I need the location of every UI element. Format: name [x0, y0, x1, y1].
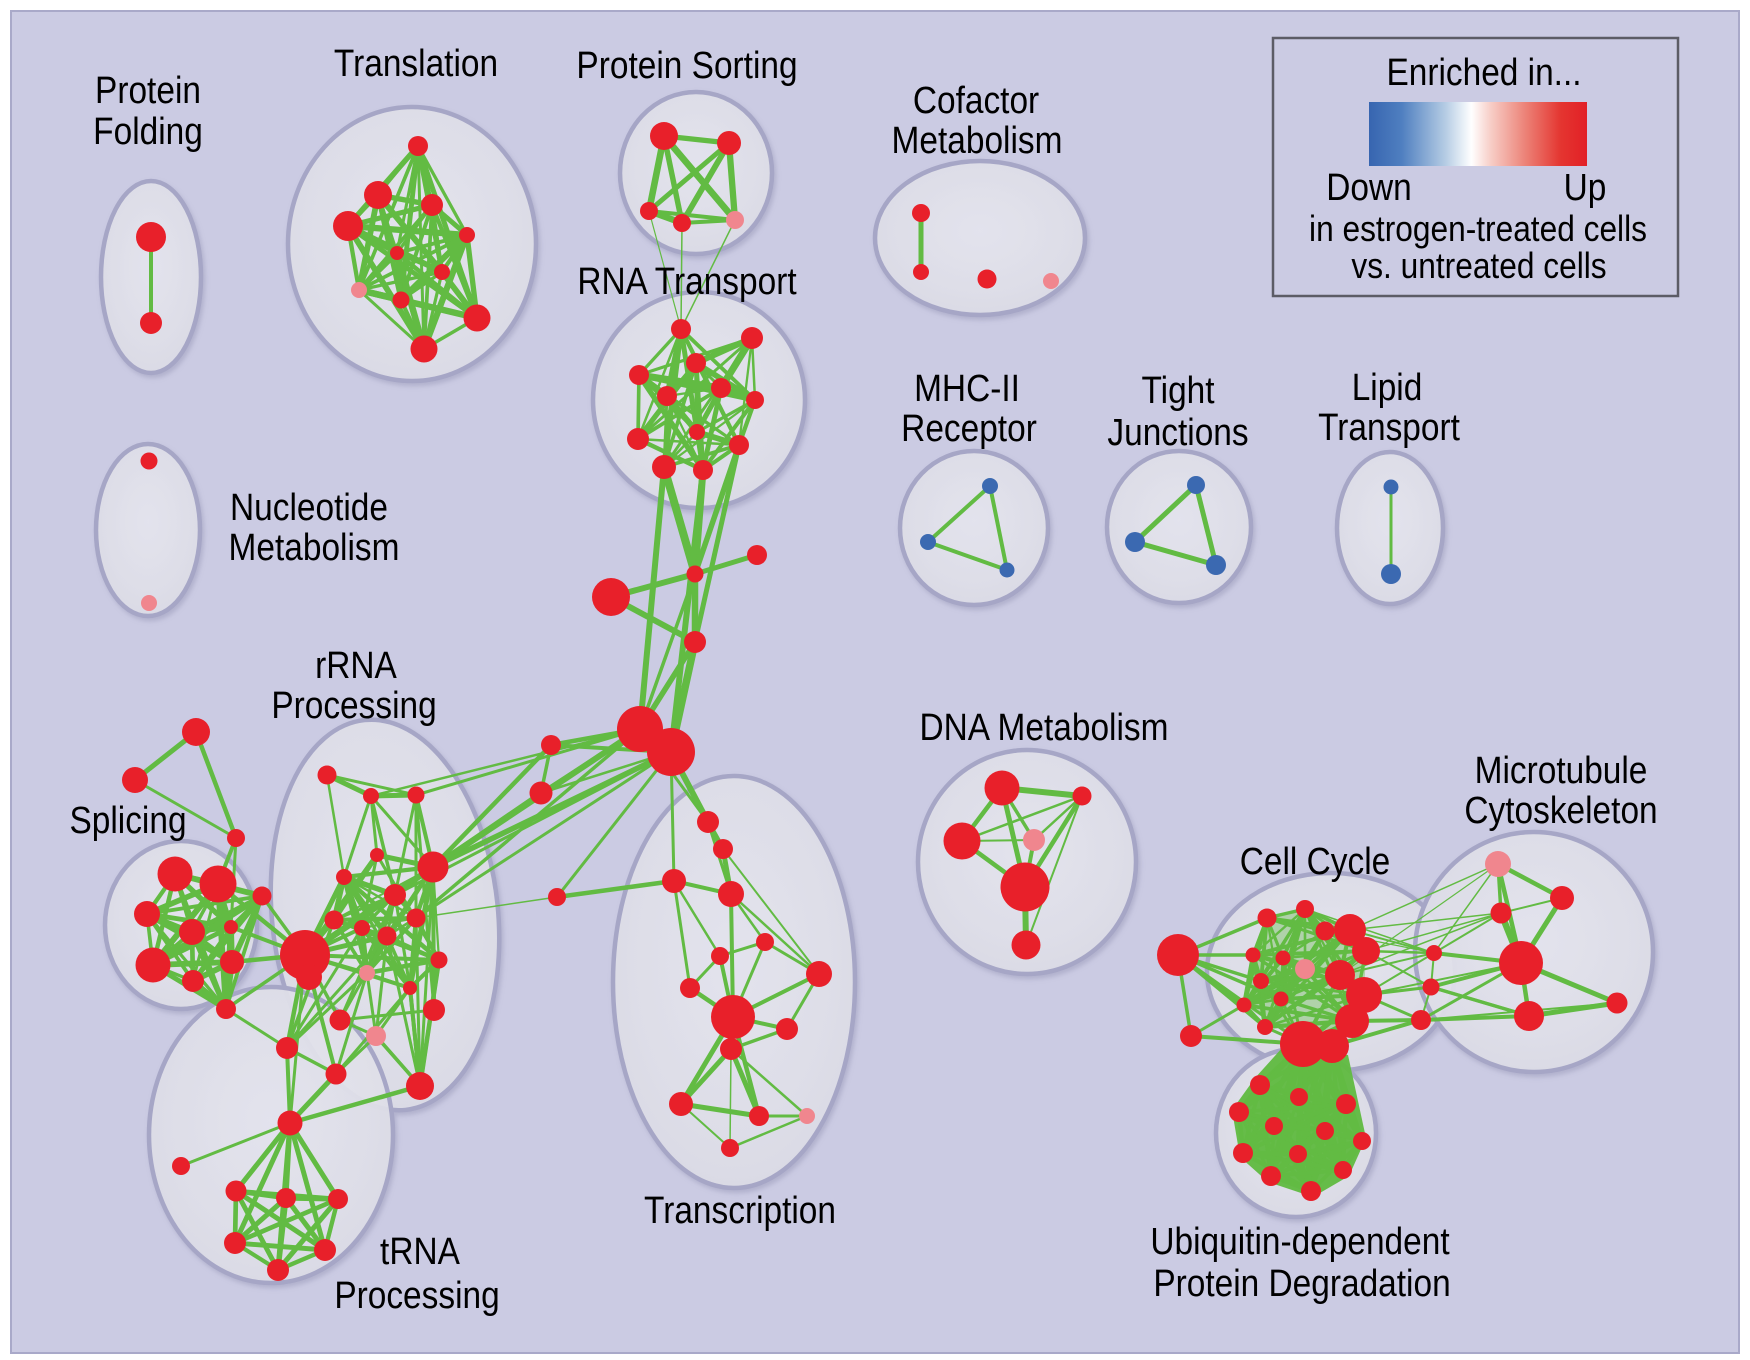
svg-text:Transport: Transport [1318, 406, 1460, 448]
svg-text:Ubiquitin-dependent: Ubiquitin-dependent [1150, 1220, 1449, 1262]
svg-text:in estrogen-treated cells: in estrogen-treated cells [1309, 209, 1647, 249]
svg-text:Microtubule: Microtubule [1475, 749, 1648, 791]
svg-text:Cofactor: Cofactor [913, 79, 1039, 121]
svg-text:tRNA: tRNA [380, 1230, 460, 1272]
svg-text:Lipid: Lipid [1352, 366, 1423, 408]
svg-text:Protein Degradation: Protein Degradation [1153, 1262, 1450, 1304]
svg-text:Processing: Processing [334, 1274, 499, 1316]
svg-text:Metabolism: Metabolism [892, 119, 1063, 161]
svg-text:Processing: Processing [271, 684, 436, 726]
svg-text:Translation: Translation [334, 42, 498, 84]
svg-text:DNA Metabolism: DNA Metabolism [920, 706, 1169, 748]
svg-text:RNA Transport: RNA Transport [577, 260, 796, 302]
svg-text:Folding: Folding [93, 110, 203, 152]
svg-text:Nucleotide: Nucleotide [230, 486, 388, 528]
svg-text:rRNA: rRNA [315, 644, 397, 686]
svg-text:Receptor: Receptor [901, 407, 1037, 449]
svg-text:Transcription: Transcription [644, 1189, 836, 1231]
svg-text:MHC-II: MHC-II [914, 367, 1020, 409]
svg-text:Junctions: Junctions [1107, 411, 1248, 453]
svg-text:Cell Cycle: Cell Cycle [1240, 840, 1390, 882]
svg-text:Cytoskeleton: Cytoskeleton [1464, 789, 1657, 831]
svg-text:Splicing: Splicing [69, 799, 186, 841]
svg-text:Tight: Tight [1141, 369, 1214, 411]
svg-text:vs. untreated cells: vs. untreated cells [1351, 246, 1606, 286]
svg-text:Protein Sorting: Protein Sorting [576, 44, 797, 86]
svg-text:Metabolism: Metabolism [229, 526, 400, 568]
svg-text:Down: Down [1326, 166, 1411, 208]
svg-text:Protein: Protein [95, 69, 201, 111]
svg-text:Up: Up [1564, 166, 1607, 208]
svg-text:Enriched in...: Enriched in... [1386, 51, 1581, 93]
